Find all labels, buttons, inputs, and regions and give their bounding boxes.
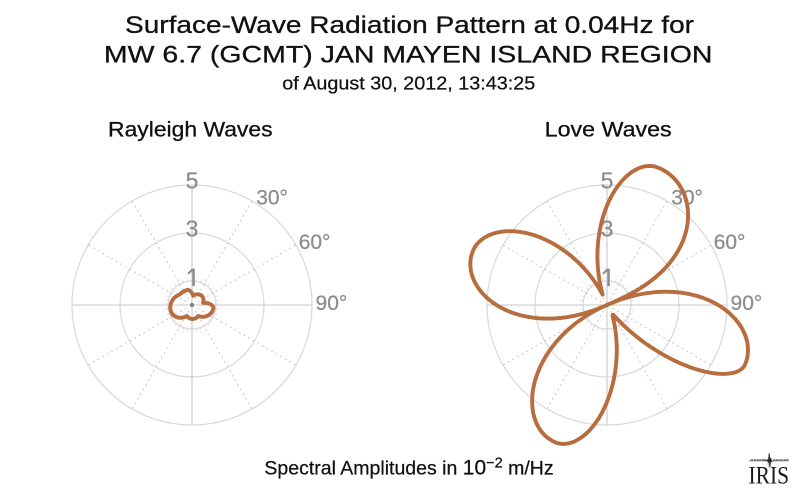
svg-text:of August 30, 2012, 13:43:25: of August 30, 2012, 13:43:25 <box>282 74 535 94</box>
svg-text:90°: 90° <box>731 292 763 315</box>
svg-text:3: 3 <box>601 215 614 241</box>
svg-text:5: 5 <box>186 168 199 194</box>
svg-text:Love Waves: Love Waves <box>545 118 672 141</box>
svg-text:30°: 30° <box>256 186 288 209</box>
svg-text:MW 6.7 (GCMT) JAN MAYEN ISLAND: MW 6.7 (GCMT) JAN MAYEN ISLAND REGION <box>104 42 713 69</box>
svg-text:Surface-Wave Radiation Pattern: Surface-Wave Radiation Pattern at 0.04Hz… <box>125 12 694 39</box>
svg-text:Rayleigh Waves: Rayleigh Waves <box>108 118 273 141</box>
svg-text:5: 5 <box>601 168 614 194</box>
svg-text:90°: 90° <box>316 292 348 315</box>
svg-text:3: 3 <box>186 215 199 241</box>
svg-text:60°: 60° <box>299 231 331 254</box>
svg-text:Spectral Amplitudes in 10−2 m/: Spectral Amplitudes in 10−2 m/Hz <box>264 456 553 480</box>
svg-text:IRIS: IRIS <box>749 462 790 489</box>
svg-text:60°: 60° <box>714 231 746 254</box>
